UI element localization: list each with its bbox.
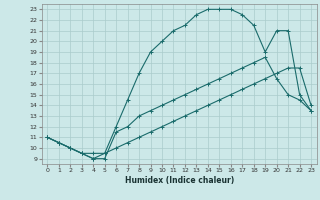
X-axis label: Humidex (Indice chaleur): Humidex (Indice chaleur) — [124, 176, 234, 185]
